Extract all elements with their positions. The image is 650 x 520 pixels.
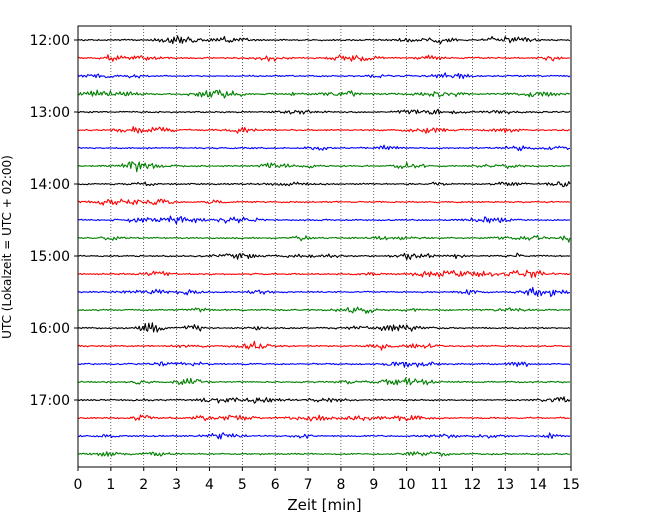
x-tick-label: 13 <box>496 477 514 493</box>
seismogram-trace <box>77 340 571 351</box>
seismogram-trace <box>77 451 571 457</box>
x-tick-label: 15 <box>562 477 580 493</box>
x-tick-label: 12 <box>463 477 481 493</box>
seismogram-trace <box>77 108 571 115</box>
seismogram-trace <box>77 161 571 173</box>
y-axis-label: UTC (Lokalzeit = UTC + 02:00) <box>0 155 14 339</box>
seismogram-trace <box>77 72 571 80</box>
seismogram-trace <box>77 269 571 279</box>
x-tick-label: 9 <box>369 477 378 493</box>
x-tick-label: 0 <box>74 477 83 493</box>
seismogram-trace <box>77 252 571 261</box>
plot-frame <box>77 25 572 468</box>
x-tick-label: 3 <box>172 477 181 493</box>
y-axis: 12:00 13:00 14:00 15:00 16:00 17:00 <box>30 33 78 409</box>
x-tick-label: 2 <box>139 477 148 493</box>
x-tick-label: 14 <box>529 477 547 493</box>
seismogram-trace <box>77 215 571 225</box>
y-tick-label: 12:00 <box>30 33 70 49</box>
x-axis: 0 1 2 3 4 5 6 7 8 9 10 11 12 13 14 15 <box>74 467 580 493</box>
x-tick-label: 10 <box>398 477 416 493</box>
x-tick-label: 4 <box>205 477 214 493</box>
seismogram-trace <box>77 198 571 206</box>
seismogram-trace <box>77 126 571 134</box>
seismogram-trace <box>77 144 571 152</box>
seismogram-trace <box>77 89 571 99</box>
y-tick-label: 17:00 <box>30 393 70 409</box>
seismogram-trace <box>77 306 571 314</box>
x-tick-label: 11 <box>431 477 449 493</box>
seismogram-trace <box>77 377 571 386</box>
seismogram-trace <box>77 181 571 188</box>
x-tick-label: 1 <box>106 477 115 493</box>
trace-layer <box>77 35 571 457</box>
seismogram-trace <box>77 234 571 243</box>
seismogram-trace <box>77 54 571 62</box>
y-tick-label: 16:00 <box>30 321 70 337</box>
x-tick-label: 6 <box>271 477 280 493</box>
seismogram-trace <box>77 35 571 45</box>
seismogram-trace <box>77 286 571 298</box>
seismogram-trace <box>77 432 571 440</box>
y-tick-label: 13:00 <box>30 105 70 121</box>
x-tick-label: 8 <box>336 477 345 493</box>
seismogram-trace <box>77 396 571 404</box>
x-tick-label: 5 <box>238 477 247 493</box>
grid-layer <box>110 26 539 467</box>
y-tick-label: 14:00 <box>30 177 70 193</box>
y-tick-label: 15:00 <box>30 249 70 265</box>
seismogram-trace <box>77 361 571 368</box>
seismogram-trace <box>77 322 571 333</box>
x-tick-label: 7 <box>304 477 313 493</box>
x-axis-label: Zeit [min] <box>287 496 361 514</box>
seismogram-trace <box>77 414 571 422</box>
